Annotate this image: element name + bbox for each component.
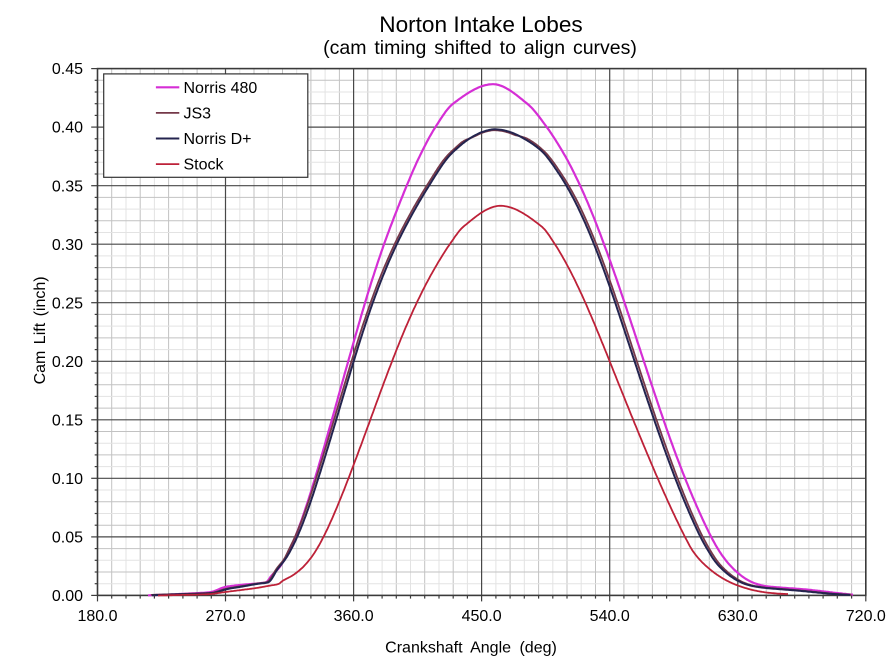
svg-text:180.0: 180.0	[77, 608, 117, 625]
svg-text:0.15: 0.15	[52, 412, 83, 429]
svg-text:Norris 480: Norris 480	[184, 80, 258, 97]
svg-text:720.0: 720.0	[846, 608, 886, 625]
svg-text:630.0: 630.0	[718, 608, 758, 625]
svg-text:JS3: JS3	[184, 106, 212, 123]
svg-text:360.0: 360.0	[334, 608, 374, 625]
svg-text:270.0: 270.0	[205, 608, 245, 625]
svg-text:0.40: 0.40	[52, 120, 83, 137]
svg-text:Norton Intake Lobes: Norton Intake Lobes	[379, 12, 582, 37]
svg-text:Crankshaft Angle (deg): Crankshaft Angle (deg)	[385, 640, 557, 657]
svg-text:0.10: 0.10	[52, 471, 83, 488]
svg-text:Stock: Stock	[184, 157, 225, 174]
svg-text:0.35: 0.35	[52, 178, 83, 195]
svg-text:0.45: 0.45	[52, 61, 83, 78]
svg-text:0.25: 0.25	[52, 295, 83, 312]
svg-text:Norris D+: Norris D+	[184, 131, 252, 148]
svg-text:Cam Lift (inch): Cam Lift (inch)	[32, 276, 49, 384]
svg-text:0.05: 0.05	[52, 530, 83, 547]
svg-text:0.20: 0.20	[52, 354, 83, 371]
svg-text:0.30: 0.30	[52, 237, 83, 254]
svg-text:(cam timing shifted to align c: (cam timing shifted to align curves)	[323, 37, 637, 59]
svg-text:0.00: 0.00	[52, 588, 83, 605]
svg-text:540.0: 540.0	[590, 608, 630, 625]
svg-text:450.0: 450.0	[462, 608, 502, 625]
